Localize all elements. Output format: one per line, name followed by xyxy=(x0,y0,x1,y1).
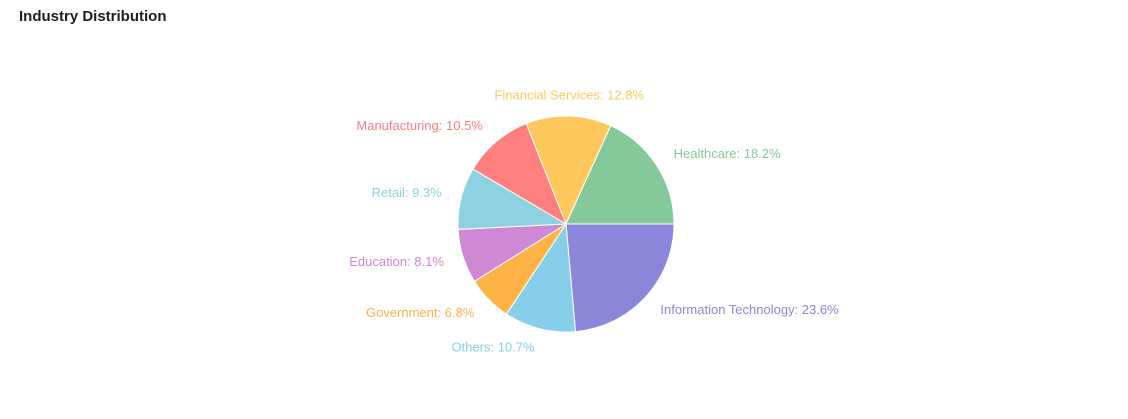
chart-title: Industry Distribution xyxy=(19,8,167,25)
pie-slices xyxy=(457,115,675,333)
pie-label-others: Others: 10.7% xyxy=(451,340,535,355)
pie-labels: Information Technology: 23.6% Others: 10.… xyxy=(349,87,839,354)
pie-label-education: Education: 8.1% xyxy=(349,254,444,269)
pie-slice-others[interactable] xyxy=(505,222,577,333)
pie-label-manufacturing: Manufacturing: 10.5% xyxy=(356,118,483,133)
pie-label-information-technology: Information Technology: 23.6% xyxy=(660,302,839,317)
pie-label-government: Government: 6.8% xyxy=(366,305,475,320)
pie-slice-information-technology[interactable] xyxy=(565,223,675,333)
pie-slice-financial-services[interactable] xyxy=(525,115,612,226)
pie-label-healthcare: Healthcare: 18.2% xyxy=(674,146,781,161)
pie-slice-manufacturing[interactable] xyxy=(472,122,568,226)
pie-label-financial-services: Financial Services: 12.8% xyxy=(494,87,644,102)
pie-slice-healthcare[interactable] xyxy=(565,125,675,225)
pie-label-retail: Retail: 9.3% xyxy=(372,185,443,200)
